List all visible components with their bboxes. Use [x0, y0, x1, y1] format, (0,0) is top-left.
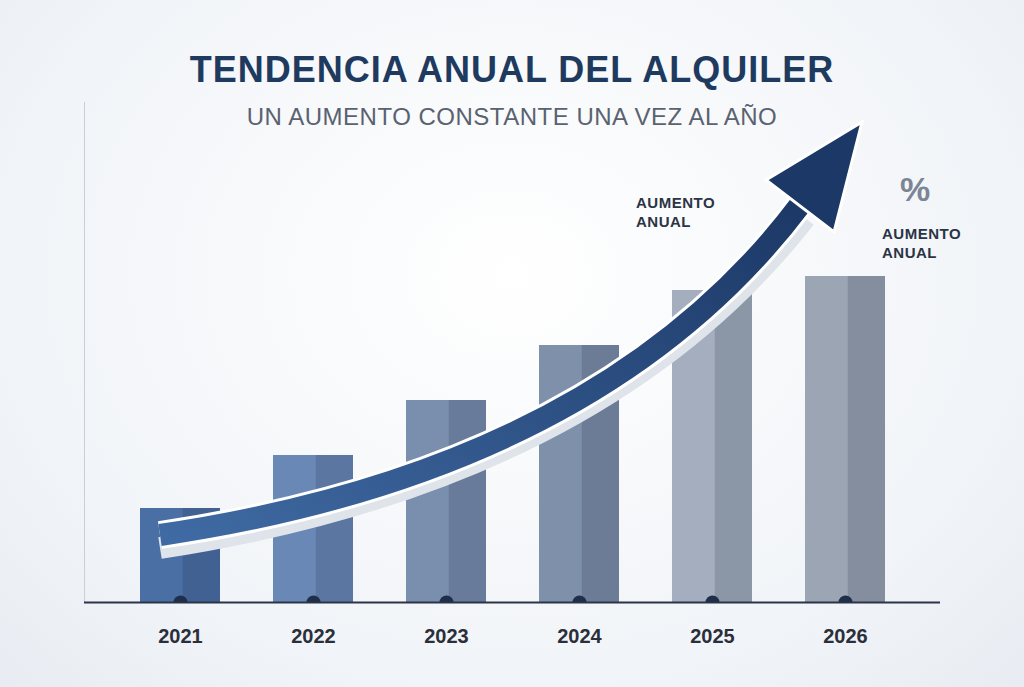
html-text:TENDENCIA ANUAL DEL ALQUILER: TENDENCIA ANUAL DEL ALQUILER	[189, 49, 835, 90]
svg-text:2025: 2025	[690, 625, 735, 647]
html-text:UN AUMENTO CONSTANTE UNA VEZ A: UN AUMENTO CONSTANTE UNA VEZ AL AÑO	[246, 103, 778, 130]
svg-text:2024: 2024	[557, 625, 602, 647]
html-text:AUMENTO ANUAL: AUMENTO ANUAL	[636, 194, 716, 230]
svg-text:2021: 2021	[158, 625, 203, 647]
svg-text:2026: 2026	[823, 625, 868, 647]
svg-text:2023: 2023	[424, 625, 469, 647]
svg-text:2022: 2022	[291, 625, 336, 647]
html-text:AUMENTO ANUAL: AUMENTO ANUAL	[882, 225, 962, 261]
